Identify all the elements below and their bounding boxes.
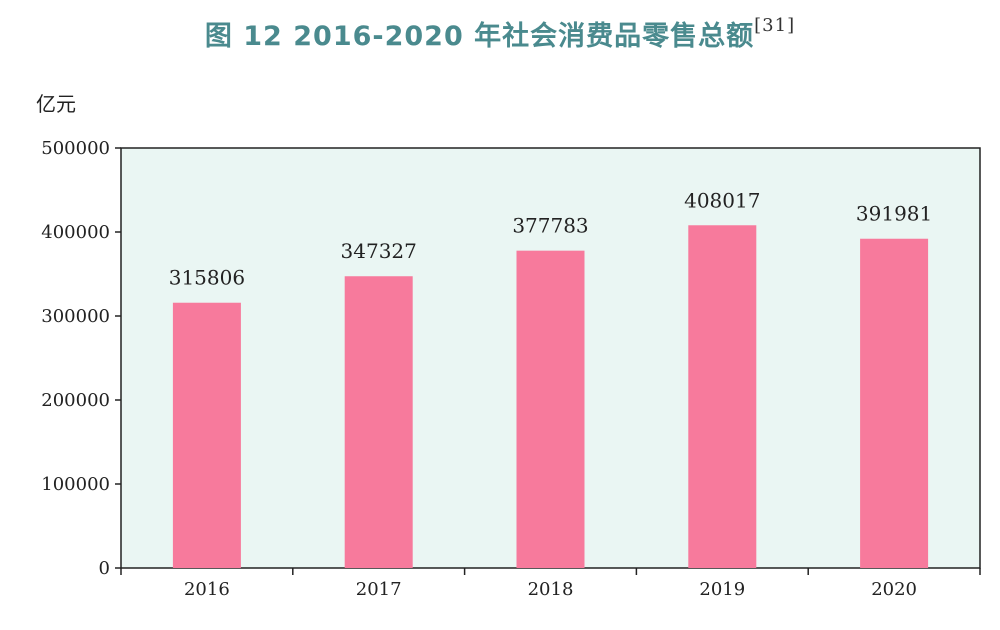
- bar-2018: [516, 250, 585, 568]
- x-tick-label-2016: 2016: [184, 579, 230, 600]
- bar-2017: [344, 276, 413, 568]
- y-axis: 0 100000 200000 300000 400000 500000: [41, 138, 121, 579]
- y-tick-label: 200000: [41, 390, 110, 411]
- data-label-2016: 315806: [169, 266, 245, 290]
- x-tick-label-2018: 2018: [528, 579, 574, 600]
- chart-title-text: 图 12 2016-2020 年社会消费品零售总额: [204, 21, 755, 52]
- data-label-2017: 347327: [341, 239, 417, 263]
- bar-2020: [860, 238, 929, 568]
- chart-title: 图 12 2016-2020 年社会消费品零售总额[31]: [0, 14, 1000, 53]
- y-tick-label: 0: [99, 558, 110, 579]
- x-tick-label-2020: 2020: [871, 579, 917, 600]
- y-tick-label: 100000: [41, 474, 110, 495]
- y-axis-unit-label: 亿元: [36, 92, 76, 116]
- bar-2019: [688, 225, 757, 568]
- x-tick-label-2019: 2019: [699, 579, 745, 600]
- bar-2016: [172, 302, 241, 568]
- y-tick-label: 500000: [41, 138, 110, 159]
- x-axis: 2016 2017 2018 2019 2020: [120, 568, 981, 600]
- x-tick-label-2017: 2017: [356, 579, 402, 600]
- data-label-2019: 408017: [684, 188, 760, 212]
- data-label-2018: 377783: [512, 214, 588, 238]
- y-tick-label: 300000: [41, 306, 110, 327]
- data-labels: 315806 347327 377783 408017 391981: [169, 188, 933, 289]
- bars: [172, 225, 929, 568]
- data-label-2020: 391981: [856, 202, 932, 226]
- y-tick-label: 400000: [41, 222, 110, 243]
- chart-title-footnote: [31]: [754, 15, 796, 36]
